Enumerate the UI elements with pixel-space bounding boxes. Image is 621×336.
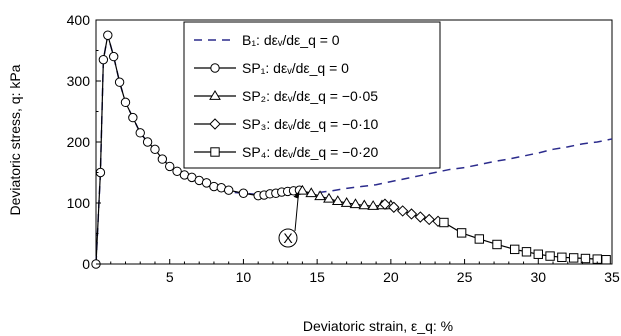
data-point-sp4: [492, 239, 502, 250]
data-point-sp1: [98, 54, 109, 65]
legend-label-sp4: SP₄: dεᵥ/dε_q = −0·20: [242, 144, 379, 160]
data-point-sp1: [120, 97, 131, 108]
y-tick-label: 300: [67, 73, 91, 89]
data-point-sp4: [568, 253, 579, 263]
y-axis-title: Deviatoric stress, q: kPa: [7, 64, 23, 215]
data-point-sp4: [601, 255, 611, 265]
annotation-arrowhead: [293, 191, 300, 199]
data-point-sp1: [135, 128, 145, 138]
legend-marker-sp1: [210, 63, 220, 73]
data-point-sp1: [172, 166, 182, 176]
x-tick-label: 25: [457, 269, 473, 285]
data-point-sp4: [521, 247, 532, 257]
data-point-sp4: [580, 253, 591, 264]
legend-marker-sp2: [209, 90, 221, 100]
data-point-sp4: [557, 252, 567, 262]
data-point-sp2: [340, 197, 353, 207]
data-point-sp2: [358, 199, 371, 210]
annotation: X: [278, 191, 300, 248]
data-point-sp4: [456, 228, 467, 238]
legend-label-sp1: SP₁: dεᵥ/dε_q = 0: [242, 60, 349, 76]
legend: B₁: dεᵥ/dε_q = 0 SP₁: dεᵥ/dε_q = 0 SP₂: dε…: [183, 21, 441, 169]
data-point-sp2: [314, 190, 326, 201]
data-point-sp2: [305, 187, 318, 198]
x-tick-label: 15: [309, 269, 325, 285]
series-markers: [91, 30, 611, 269]
data-point-sp3: [388, 201, 400, 213]
data-point-sp1: [238, 188, 249, 198]
data-point-sp2: [323, 192, 335, 203]
data-point-sp3: [396, 205, 409, 217]
data-point-sp2: [367, 200, 380, 210]
x-tick-label: 5: [166, 269, 174, 285]
y-tick-label: 200: [67, 134, 91, 150]
y-tick-label: 100: [67, 195, 91, 211]
annotation-label: X: [283, 230, 293, 246]
data-point-sp1: [165, 161, 175, 172]
data-point-sp2: [349, 198, 362, 209]
data-point-sp1: [142, 137, 153, 147]
data-point-sp4: [439, 217, 449, 228]
legend-label-sp2: SP₂: dεᵥ/dε_q = −0·05: [242, 88, 378, 104]
legend-marker-sp3: [209, 118, 221, 130]
data-point-sp1: [108, 51, 119, 62]
data-point-sp1: [201, 178, 212, 188]
legend-box: [183, 21, 441, 169]
legend-label-b1: B₁: dεᵥ/dε_q = 0: [242, 32, 340, 48]
legend-marker-sp4: [210, 147, 220, 157]
data-point-sp4: [545, 251, 555, 261]
data-point-sp4: [474, 234, 485, 244]
x-tick-label: 30: [530, 269, 546, 285]
data-point-sp1: [103, 30, 113, 40]
data-point-sp3: [405, 208, 418, 220]
annotation-arrow: [294, 193, 299, 232]
annotation-circle: [278, 228, 298, 248]
data-point-sp2: [296, 184, 309, 195]
axes: 5 10 15 20 25 30 35 0 100 200 300 400: [67, 12, 620, 285]
data-point-sp2: [331, 195, 344, 206]
data-point-sp1: [157, 154, 168, 164]
data-point-sp1: [128, 112, 138, 123]
legend-label-sp3: SP₃: dεᵥ/dε_q = −0·10: [242, 116, 379, 132]
data-point-sp4: [533, 249, 543, 259]
data-point-sp3: [379, 198, 391, 210]
data-point-sp3: [414, 211, 427, 223]
y-tick-label: 0: [82, 256, 90, 272]
x-tick-label: 10: [236, 269, 252, 285]
data-point-sp1: [223, 185, 234, 195]
data-point-sp4: [509, 244, 520, 255]
x-tick-label: 20: [383, 269, 399, 285]
x-axis-title: Deviatoric strain, ε_q: %: [303, 318, 453, 334]
data-point-sp1: [150, 144, 160, 155]
data-point-sp1: [114, 77, 125, 87]
data-point-sp3: [423, 213, 435, 226]
x-tick-label: 35: [604, 269, 620, 285]
y-tick-label: 400: [67, 12, 91, 28]
